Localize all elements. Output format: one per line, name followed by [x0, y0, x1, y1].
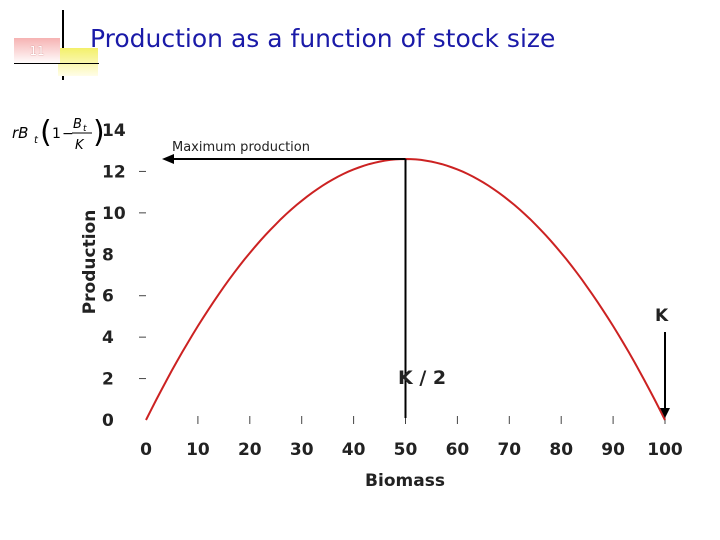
y-tick-label: 2	[102, 370, 114, 390]
x-axis: 0 10 20 30 40 50 60 70 80 90 100	[140, 416, 683, 460]
y-tick-label: 10	[102, 204, 126, 224]
formula-lhs-sub: t	[34, 135, 39, 146]
y-tick-label: 8	[102, 245, 114, 265]
x-tick-label: 0	[140, 440, 152, 460]
formula-paren-left: (	[40, 115, 52, 150]
formula-minus: −	[62, 126, 74, 142]
x-tick-label: 50	[394, 440, 418, 460]
y-axis: 0 2 4 6 8 10 12 14	[102, 121, 146, 431]
k-arrowhead	[660, 408, 670, 418]
x-tick-label: 100	[647, 440, 683, 460]
max-production-label: Maximum production	[172, 140, 310, 155]
x-tick-label: 40	[342, 440, 366, 460]
formula-one: 1	[52, 126, 61, 142]
y-tick-label: 4	[102, 328, 114, 348]
formula-denominator: K	[75, 138, 85, 153]
x-tick-label: 20	[238, 440, 262, 460]
x-tick-label: 10	[186, 440, 210, 460]
decorative-vertical-line	[62, 10, 64, 80]
y-tick-label: 14	[102, 121, 126, 141]
x-axis-title: Biomass	[365, 471, 445, 491]
x-tick-label: 30	[290, 440, 314, 460]
y-tick-label: 0	[102, 411, 114, 431]
y-axis-title: Production	[80, 210, 100, 315]
slide-number: 11	[14, 38, 60, 64]
formula-paren-right: )	[93, 115, 105, 150]
k-label: K	[655, 306, 669, 326]
formula-numerator-sub: t	[83, 124, 87, 134]
production-formula: rB t ( 1 − B t K )	[12, 115, 105, 153]
x-tick-label: 80	[549, 440, 573, 460]
max-production-arrowhead	[162, 154, 174, 164]
x-tick-label: 90	[601, 440, 625, 460]
y-tick-label: 6	[102, 287, 114, 307]
formula-lhs: rB	[12, 124, 28, 142]
x-tick-label: 60	[446, 440, 470, 460]
decorative-square	[58, 48, 98, 76]
slide-title: Production as a function of stock size	[90, 24, 556, 53]
y-tick-label: 12	[102, 162, 126, 182]
half-k-label: K / 2	[398, 367, 446, 389]
formula-numerator: B	[73, 117, 82, 132]
decorative-horizontal-line	[14, 63, 99, 64]
x-tick-label: 70	[497, 440, 521, 460]
